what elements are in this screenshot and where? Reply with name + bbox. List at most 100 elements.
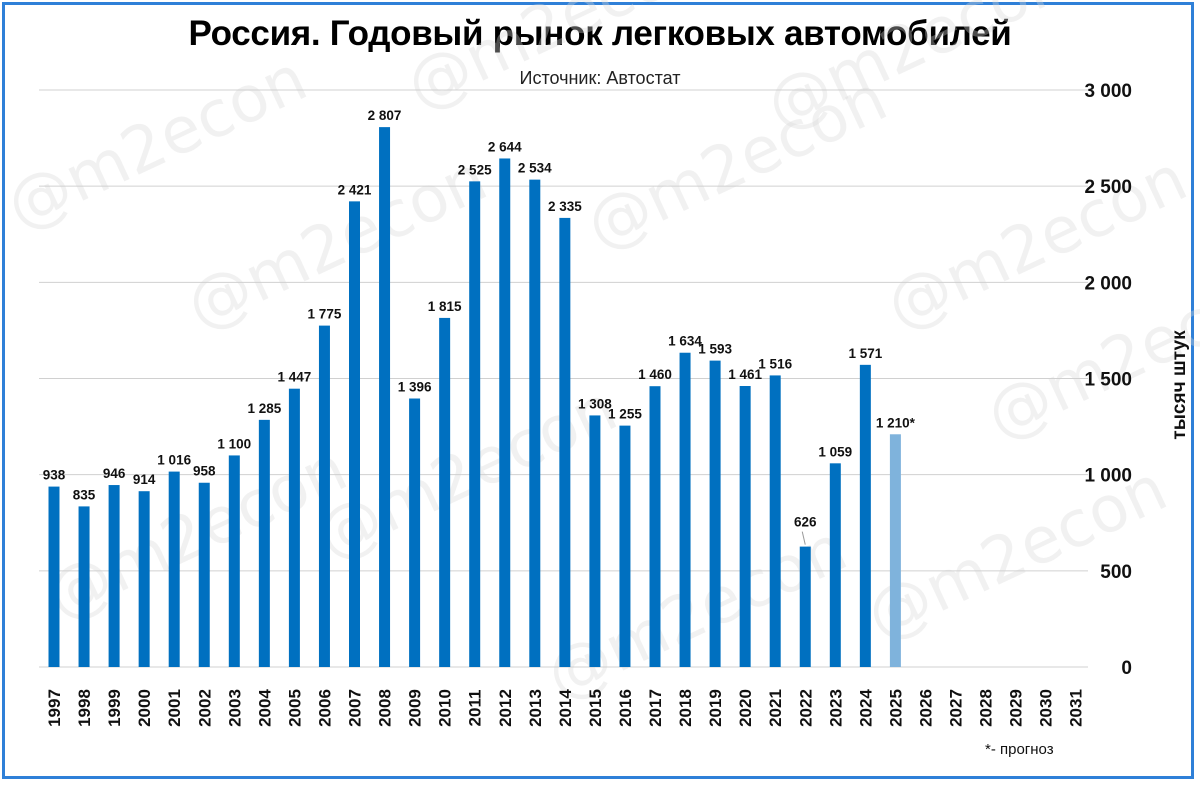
bar-2008 <box>379 127 391 667</box>
x-tick-label: 2004 <box>255 689 274 727</box>
y-axis-ticks: 0 500 1 000 1 500 2 000 2 500 3 000 <box>1084 81 1132 679</box>
bar-2005 <box>288 388 300 667</box>
data-label-2022: 626 <box>794 515 817 530</box>
data-label-2023: 1 059 <box>818 444 852 459</box>
data-label-1997: 938 <box>43 468 66 483</box>
watermark-text: @m2econ <box>755 0 1078 145</box>
data-label-2008: 2 807 <box>368 108 402 123</box>
data-label-2014: 2 335 <box>548 199 582 214</box>
bar-2017 <box>649 386 661 667</box>
x-tick-label: 2005 <box>285 689 304 727</box>
bar-2025 <box>889 434 901 667</box>
data-label-2024: 1 571 <box>848 346 882 361</box>
bar-2014 <box>559 217 571 667</box>
y-tick-label: 500 <box>1100 562 1132 583</box>
chart-title: Россия. Годовый рынок легковых автомобил… <box>188 14 1012 53</box>
data-label-2006: 1 775 <box>308 307 342 322</box>
x-tick-label: 2025 <box>886 689 905 727</box>
bar-2006 <box>318 325 330 667</box>
bar-2001 <box>168 471 180 667</box>
bar-2011 <box>469 181 481 667</box>
data-label-1998: 835 <box>73 487 96 502</box>
data-label-2011: 2 525 <box>458 162 492 177</box>
x-tick-label: 2023 <box>826 689 845 727</box>
data-label-2009: 1 396 <box>398 380 432 395</box>
x-tick-label: 2015 <box>586 689 605 727</box>
data-label-2013: 2 534 <box>518 161 552 176</box>
x-tick-label: 1997 <box>45 689 64 727</box>
x-axis-ticks: 1997 1998 1999 2000 2001 2002 2003 2004 2005 2006… <box>45 689 1086 727</box>
bar-2007 <box>349 201 360 667</box>
bar-2000 <box>138 491 150 667</box>
data-label-2010: 1 815 <box>428 299 462 314</box>
bar-2021 <box>769 375 781 667</box>
data-label-2002: 958 <box>193 464 216 479</box>
x-tick-label: 2002 <box>195 689 214 727</box>
chart-subtitle: Источник: Автостат <box>519 68 681 88</box>
data-label-2020: 1 461 <box>728 367 762 382</box>
x-tick-label: 2001 <box>165 689 184 727</box>
x-tick-label: 2027 <box>947 689 966 727</box>
x-tick-label: 2014 <box>556 689 575 727</box>
y-tick-label: 2 500 <box>1084 177 1132 198</box>
y-tick-label: 2 000 <box>1084 273 1132 294</box>
x-tick-label: 2010 <box>436 689 455 727</box>
bar-2010 <box>439 317 451 667</box>
leader-line <box>801 531 806 545</box>
bar-2004 <box>258 419 270 667</box>
bar-2023 <box>829 463 841 667</box>
bar-2016 <box>619 425 631 667</box>
x-tick-label: 2018 <box>676 689 695 727</box>
y-tick-label: 3 000 <box>1084 81 1132 102</box>
x-tick-label: 2031 <box>1067 689 1086 727</box>
bar-2018 <box>679 352 691 667</box>
x-tick-label: 2017 <box>646 689 665 727</box>
data-label-2001: 1 016 <box>157 453 191 468</box>
x-tick-label: 2029 <box>1007 689 1026 727</box>
y-tick-label: 0 <box>1121 658 1132 679</box>
data-label-2018: 1 634 <box>668 334 702 349</box>
x-tick-label: 2000 <box>135 689 154 727</box>
data-label-2000: 914 <box>133 472 156 487</box>
bar-2019 <box>709 360 721 667</box>
x-tick-label: 2006 <box>315 689 334 727</box>
y-tick-label: 1 000 <box>1084 466 1132 487</box>
bar-2012 <box>499 158 511 667</box>
data-label-2004: 1 285 <box>247 401 281 416</box>
watermark-text: @m2econ <box>0 42 318 245</box>
data-label-2012: 2 644 <box>488 139 522 154</box>
bar-1999 <box>108 485 120 667</box>
x-tick-label: 2019 <box>706 689 725 727</box>
data-label-2017: 1 460 <box>638 367 672 382</box>
x-tick-label: 2028 <box>977 689 996 727</box>
data-label-2005: 1 447 <box>278 370 312 385</box>
x-tick-label: 2020 <box>736 689 755 727</box>
bars <box>48 127 901 668</box>
data-label-2007: 2 421 <box>338 182 372 197</box>
bar-1997 <box>48 486 60 667</box>
data-label-2003: 1 100 <box>217 436 251 451</box>
x-tick-label: 2012 <box>496 689 515 727</box>
x-tick-label: 2007 <box>346 689 365 727</box>
x-tick-label: 2008 <box>376 689 395 727</box>
x-tick-label: 2011 <box>466 690 485 727</box>
y-tick-label: 1 500 <box>1084 370 1132 391</box>
x-tick-label: 2021 <box>766 689 785 727</box>
data-label-2025: 1 210* <box>876 415 916 430</box>
x-tick-label: 2009 <box>406 689 425 727</box>
x-tick-label: 2003 <box>225 689 244 727</box>
data-label-1999: 946 <box>103 466 126 481</box>
data-label-2021: 1 516 <box>758 356 792 371</box>
bar-2024 <box>859 364 871 667</box>
bar-2022 <box>799 546 811 667</box>
x-tick-label: 2022 <box>796 689 815 727</box>
bar-2002 <box>198 482 210 667</box>
x-tick-label: 2026 <box>916 689 935 727</box>
bar-2013 <box>529 179 541 668</box>
data-label-2015: 1 308 <box>578 396 612 411</box>
x-tick-label: 2013 <box>526 689 545 727</box>
watermark-text: @m2econ <box>395 0 718 125</box>
data-label-2019: 1 593 <box>698 342 732 357</box>
